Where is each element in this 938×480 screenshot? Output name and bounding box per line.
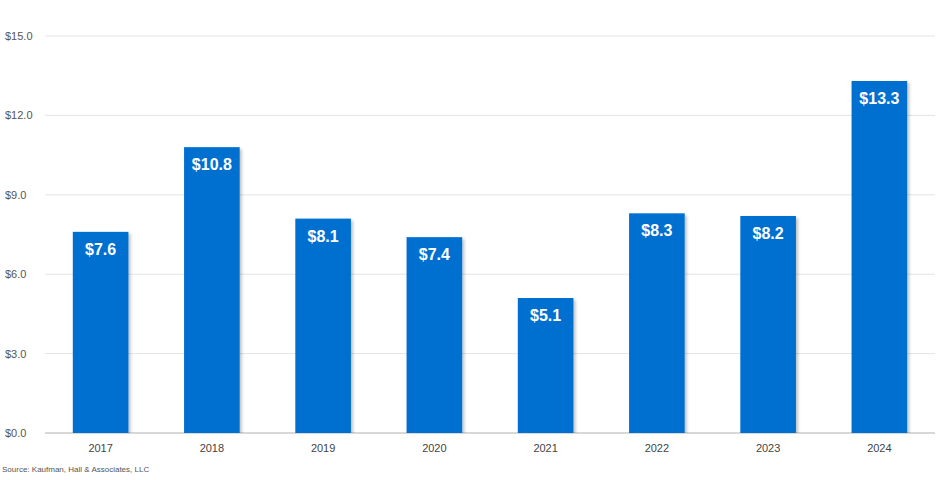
y-tick-label: $6.0 bbox=[5, 268, 26, 280]
x-tick-label: 2018 bbox=[200, 442, 224, 454]
data-label: $5.1 bbox=[530, 307, 561, 324]
x-axis-line bbox=[45, 433, 935, 434]
x-tick-label: 2017 bbox=[88, 442, 112, 454]
data-label: $7.6 bbox=[85, 241, 116, 258]
data-label: $8.3 bbox=[641, 222, 672, 239]
grid-line bbox=[45, 115, 935, 116]
y-tick-label: $15.0 bbox=[5, 30, 33, 42]
bar bbox=[629, 213, 685, 433]
x-tick-label: 2021 bbox=[533, 442, 557, 454]
bar bbox=[184, 147, 240, 433]
data-label: $8.2 bbox=[753, 225, 784, 242]
grid-line bbox=[45, 36, 935, 37]
bar bbox=[518, 298, 574, 433]
bar bbox=[73, 232, 129, 433]
x-tick-label: 2024 bbox=[867, 442, 891, 454]
grid-line bbox=[45, 194, 935, 195]
x-tick-label: 2022 bbox=[645, 442, 669, 454]
bar bbox=[407, 237, 463, 433]
bars bbox=[73, 81, 907, 433]
x-tick-label: 2023 bbox=[756, 442, 780, 454]
grid-line bbox=[45, 274, 935, 275]
chart: $0.0 $3.0 $6.0 $9.0 $12.0 $15.0 $7.6 $10.8 $8.1 $… bbox=[0, 0, 938, 480]
y-tick-label: $12.0 bbox=[5, 109, 33, 121]
bar bbox=[852, 81, 908, 433]
data-label: $13.3 bbox=[859, 90, 899, 107]
y-tick-label: $0.0 bbox=[5, 427, 26, 439]
x-tick-label: 2019 bbox=[311, 442, 335, 454]
chart-container: $0.0 $3.0 $6.0 $9.0 $12.0 $15.0 $7.6 $10.8 $8.1 $… bbox=[0, 0, 938, 480]
data-label: $8.1 bbox=[308, 228, 339, 245]
bar bbox=[295, 219, 351, 433]
grid-line bbox=[45, 433, 935, 434]
grid-line bbox=[45, 353, 935, 354]
bar bbox=[740, 216, 796, 433]
x-tick-label: 2020 bbox=[422, 442, 446, 454]
y-tick-label: $9.0 bbox=[5, 189, 26, 201]
data-label: $7.4 bbox=[419, 246, 450, 263]
source-note: Source: Kaufman, Hall & Associates, LLC bbox=[2, 465, 149, 474]
y-tick-label: $3.0 bbox=[5, 348, 26, 360]
data-label: $10.8 bbox=[192, 156, 232, 173]
